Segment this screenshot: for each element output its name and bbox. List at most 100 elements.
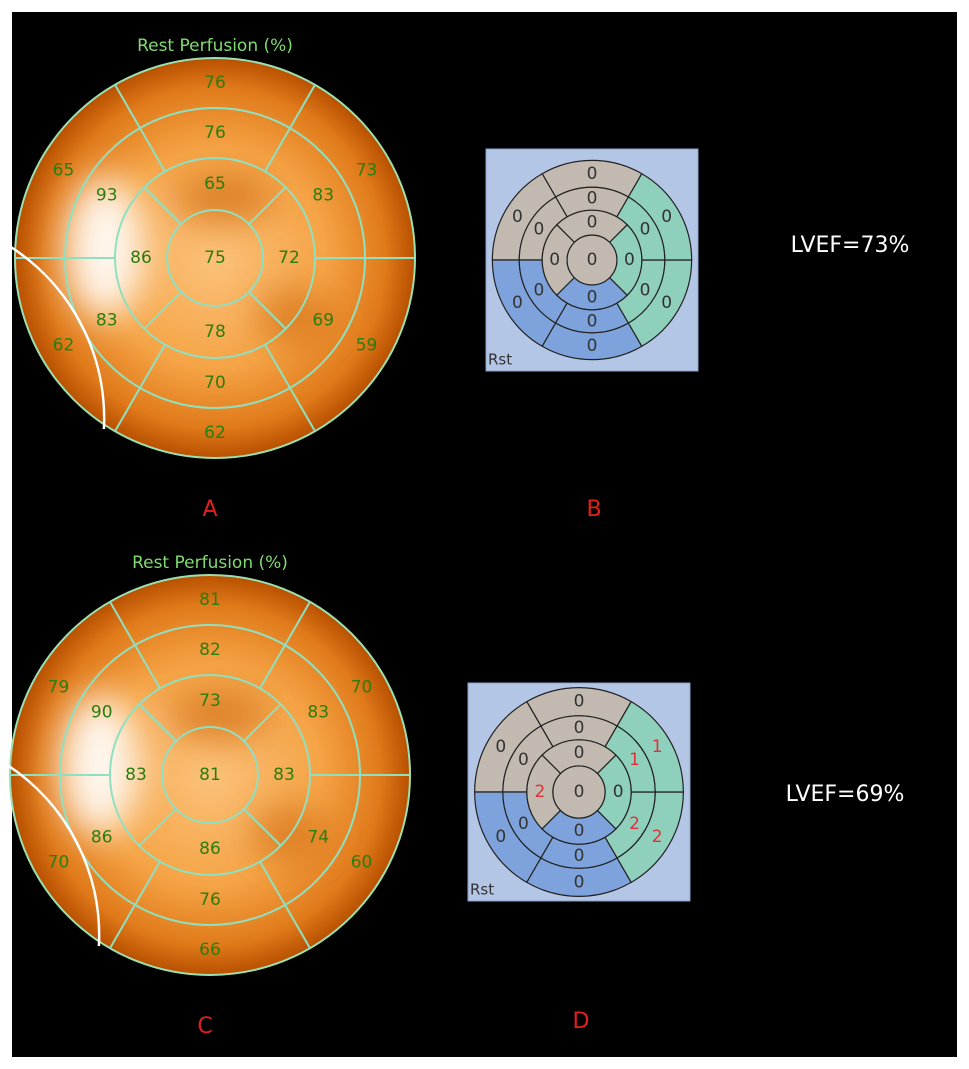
segment-line <box>139 127 166 172</box>
segment-line <box>284 601 311 646</box>
segment-line <box>138 703 177 742</box>
segment-value: 76 <box>199 890 221 910</box>
segment-score: 1 <box>629 750 640 770</box>
segment-score: 0 <box>640 219 651 239</box>
segment-line <box>264 127 291 172</box>
segment-value: 86 <box>91 828 113 848</box>
panel-label: B <box>586 497 601 522</box>
segment-value: 81 <box>199 590 221 610</box>
panel-label: A <box>202 497 217 522</box>
segment-value: 62 <box>204 423 226 443</box>
segment-value: 83 <box>312 186 334 206</box>
map-title: Rest Perfusion (%) <box>132 553 288 573</box>
segment-line <box>143 186 182 225</box>
segment-value: 83 <box>273 765 295 785</box>
segment-line <box>284 904 311 949</box>
segment-value: 83 <box>307 703 329 723</box>
segment-line <box>109 904 136 949</box>
segment-line <box>248 186 287 225</box>
segment-line <box>289 387 316 432</box>
segment-score: 0 <box>587 336 598 356</box>
segment-value: 73 <box>199 691 221 711</box>
segment-line <box>114 387 141 432</box>
septal-arc <box>5 763 101 947</box>
segment-line <box>259 861 286 906</box>
segment-score: 0 <box>574 782 585 802</box>
polar-map: 81 79 70 66 60 70 82 90 86 76 74 83 73 83 86 83 81 Rest P… <box>5 553 411 1039</box>
segment-score: 0 <box>534 219 545 239</box>
segment-line <box>264 344 291 389</box>
cool-spot <box>175 174 275 222</box>
corner-label: Rst <box>470 881 494 899</box>
segment-score: 0 <box>549 250 560 270</box>
segment-value: 69 <box>312 311 334 331</box>
cool-spot <box>170 691 270 739</box>
panel-label: C <box>197 1014 212 1039</box>
segment-value: 76 <box>204 73 226 93</box>
segment-score: 0 <box>587 189 598 209</box>
segment-score: 0 <box>574 846 585 866</box>
segment-score: 0 <box>661 207 672 227</box>
segment-score: 0 <box>512 207 523 227</box>
segment-value: 66 <box>199 940 221 960</box>
septal-arc <box>10 246 106 430</box>
segment-score: 0 <box>574 743 585 763</box>
segment-value: 74 <box>307 828 329 848</box>
map-title: Rest Perfusion (%) <box>137 36 293 56</box>
segment-score: 2 <box>652 827 663 847</box>
lvef: LVEF=69% <box>786 782 905 807</box>
segment-score: 2 <box>629 814 640 834</box>
segment-value: 83 <box>96 311 118 331</box>
segment-value: 86 <box>199 839 221 859</box>
segment-score: 0 <box>512 293 523 313</box>
segment-score: 0 <box>613 782 624 802</box>
segment-line <box>243 703 282 742</box>
polar-map: 76 65 62 62 59 73 76 93 83 70 69 83 65 86 78 72 75 Rest P… <box>10 36 416 522</box>
segment-line <box>143 291 182 330</box>
segment-value: 83 <box>125 765 147 785</box>
segment-line <box>109 601 136 646</box>
segment-value: 59 <box>356 336 378 356</box>
corner-label: Rst <box>488 351 512 369</box>
segment-score: 0 <box>640 281 651 301</box>
segment-line <box>139 344 166 389</box>
panel-label: D <box>573 1009 590 1034</box>
segment-score: 0 <box>518 814 529 834</box>
segment-value: 65 <box>204 174 226 194</box>
segment-line <box>248 291 287 330</box>
segment-value: 70 <box>204 373 226 393</box>
segment-value: 62 <box>53 336 75 356</box>
segment-score: 0 <box>587 311 598 331</box>
segment-value: 73 <box>356 161 378 181</box>
segment-value: 78 <box>204 322 226 342</box>
segment-value: 72 <box>278 248 300 268</box>
segment-score: 0 <box>587 164 598 184</box>
segment-score: 0 <box>574 692 585 712</box>
segment-score: 0 <box>495 737 506 757</box>
segment-line <box>138 808 177 847</box>
segment-score: 0 <box>495 827 506 847</box>
segment-value: 70 <box>48 853 70 873</box>
score-apex <box>552 765 606 819</box>
segment-line <box>134 861 161 906</box>
segment-line <box>243 808 282 847</box>
segment-value: 75 <box>204 248 226 268</box>
segment-score: 0 <box>574 718 585 738</box>
segment-score: 0 <box>587 250 598 270</box>
segment-value: 81 <box>199 765 221 785</box>
segment-value: 86 <box>130 248 152 268</box>
segment-score: 0 <box>661 293 672 313</box>
segment-score: 2 <box>534 782 545 802</box>
segment-value: 90 <box>91 703 113 723</box>
segment-line <box>259 644 286 689</box>
segment-value: 70 <box>351 678 373 698</box>
segment-value: 79 <box>48 678 70 698</box>
segment-score: 1 <box>652 737 663 757</box>
segment-score: 0 <box>587 287 598 307</box>
segment-value: 60 <box>351 853 373 873</box>
segment-line <box>289 84 316 129</box>
segment-line <box>134 644 161 689</box>
